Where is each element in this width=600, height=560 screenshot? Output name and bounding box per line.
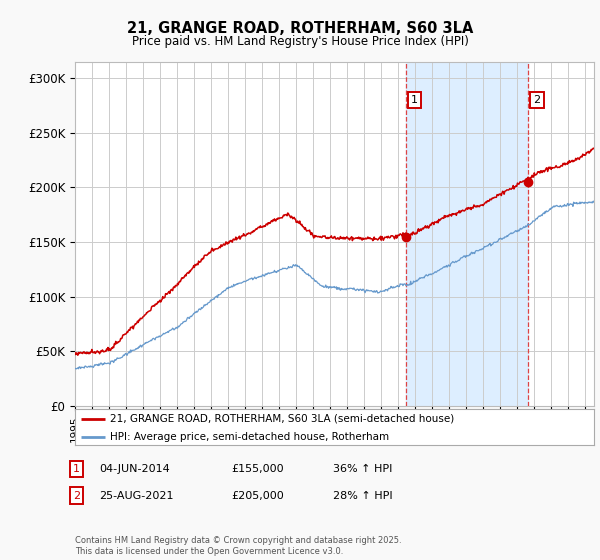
Text: Price paid vs. HM Land Registry's House Price Index (HPI): Price paid vs. HM Land Registry's House … xyxy=(131,35,469,48)
Text: Contains HM Land Registry data © Crown copyright and database right 2025.
This d: Contains HM Land Registry data © Crown c… xyxy=(75,536,401,556)
Text: 1: 1 xyxy=(73,464,80,474)
Text: 36% ↑ HPI: 36% ↑ HPI xyxy=(333,464,392,474)
Text: 28% ↑ HPI: 28% ↑ HPI xyxy=(333,491,392,501)
Text: £205,000: £205,000 xyxy=(231,491,284,501)
Text: 21, GRANGE ROAD, ROTHERHAM, S60 3LA (semi-detached house): 21, GRANGE ROAD, ROTHERHAM, S60 3LA (sem… xyxy=(110,414,455,423)
Bar xyxy=(406,62,529,406)
Text: 1: 1 xyxy=(411,95,418,105)
Text: 2: 2 xyxy=(533,95,541,105)
Text: 04-JUN-2014: 04-JUN-2014 xyxy=(99,464,170,474)
Text: £155,000: £155,000 xyxy=(231,464,284,474)
Text: 25-AUG-2021: 25-AUG-2021 xyxy=(99,491,173,501)
Text: 2: 2 xyxy=(73,491,80,501)
Text: HPI: Average price, semi-detached house, Rotherham: HPI: Average price, semi-detached house,… xyxy=(110,432,389,442)
Text: 21, GRANGE ROAD, ROTHERHAM, S60 3LA: 21, GRANGE ROAD, ROTHERHAM, S60 3LA xyxy=(127,21,473,36)
